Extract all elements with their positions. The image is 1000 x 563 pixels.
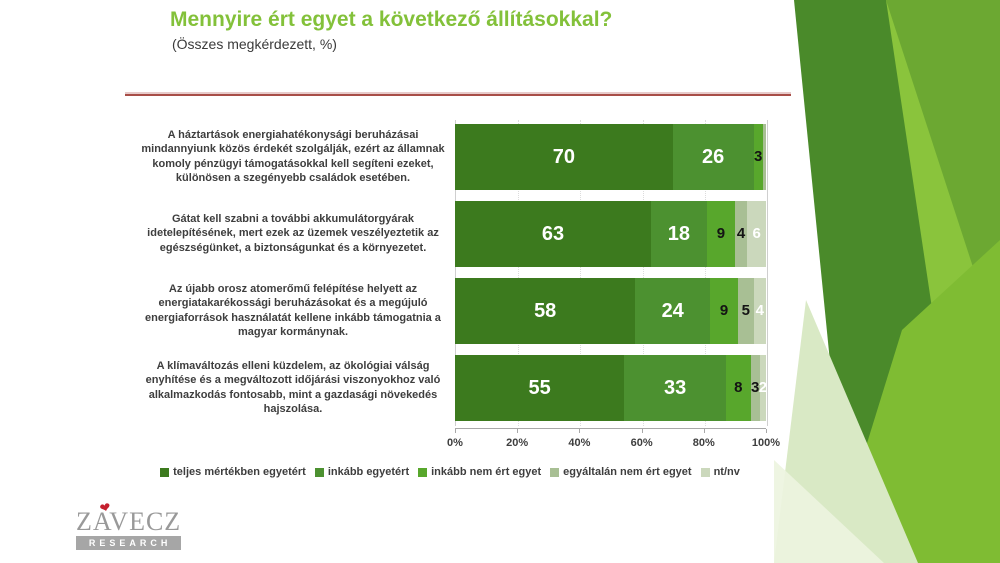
segment-value-label: 2 xyxy=(758,379,768,396)
segment-value-label: 3 xyxy=(754,148,763,165)
x-axis-tick xyxy=(641,429,643,433)
segment-value-label: 33 xyxy=(664,376,687,399)
segment-value-label: 4 xyxy=(755,302,764,319)
segment-value-label: 9 xyxy=(716,225,726,242)
heart-icon: ❤ xyxy=(98,499,114,518)
x-axis-tick-label: 40% xyxy=(568,437,591,449)
gridline xyxy=(642,120,644,426)
logo-text: ZAVECZ xyxy=(76,507,182,536)
bar-segment: 3 xyxy=(753,123,763,190)
legend-item: teljes mértékben egyetért xyxy=(160,466,306,478)
chart-row: Az újabb orosz atomerőmű felépítése hely… xyxy=(135,272,771,349)
bar-segment: 58 xyxy=(455,277,636,344)
legend-label: nt/nv xyxy=(713,466,740,478)
bar-segment: 2 xyxy=(758,354,768,421)
stacked-bar: 70 26 3 xyxy=(455,123,766,190)
legend-item: inkább nem ért egyet xyxy=(418,466,541,478)
chart-title: Mennyire ért egyet a következő állítások… xyxy=(170,8,613,31)
x-axis-tick xyxy=(703,429,705,433)
segment-value-label: 4 xyxy=(736,225,746,242)
x-axis: 0% 20% 40% 60% 80% 100% xyxy=(447,428,780,449)
legend-label: inkább nem ért egyet xyxy=(431,466,542,478)
logo-subtitle: RESEARCH xyxy=(76,536,182,551)
gridline xyxy=(518,120,520,426)
bar-segment: 6 xyxy=(747,200,766,267)
bar-segment: 70 xyxy=(455,123,673,190)
segment-value-label: 70 xyxy=(552,145,575,168)
legend-label: egyáltalán nem ért egyet xyxy=(563,466,692,478)
x-axis-tick xyxy=(517,429,519,433)
legend-label: teljes mértékben egyetért xyxy=(173,466,306,478)
x-axis-tick xyxy=(455,429,456,433)
stacked-bar: 55 33 8 3 2 xyxy=(455,354,768,421)
gridline xyxy=(704,120,706,426)
x-axis-tick-label: 80% xyxy=(692,437,715,449)
bar-segment: 33 xyxy=(624,354,726,421)
segment-value-label: 26 xyxy=(701,145,725,168)
bar-segment: 4 xyxy=(734,200,748,267)
segment-value-label: 3 xyxy=(750,379,760,396)
stacked-bar: 58 24 9 5 4 xyxy=(455,277,766,344)
legend-swatch-icon xyxy=(700,467,710,477)
legend-swatch-icon xyxy=(160,467,170,477)
plot-area xyxy=(455,120,768,426)
bar-segment: 8 xyxy=(725,354,751,421)
chart-row: A háztartások energiahatékonysági beruhá… xyxy=(135,118,771,195)
bar-segment: 63 xyxy=(455,200,651,267)
legend-swatch-icon xyxy=(418,467,428,477)
x-axis-tick xyxy=(579,429,581,433)
chart-legend: teljes mértékben egyetért inkább egyetért… xyxy=(120,466,780,478)
x-axis-tick-label: 100% xyxy=(751,437,781,449)
bar-segment: 9 xyxy=(706,200,735,267)
statement-label: Gátat kell szabni a további akkumulátorg… xyxy=(147,213,439,254)
legend-swatch-icon xyxy=(550,467,560,477)
segment-value-label: 63 xyxy=(541,222,565,245)
legend-item: inkább egyetért xyxy=(314,466,410,478)
chart-subtitle: (Összes megkérdezett, %) xyxy=(172,36,337,52)
divider-line xyxy=(125,92,791,96)
bar-segment: 24 xyxy=(635,277,710,344)
segment-value-label: 9 xyxy=(719,302,729,319)
x-axis-tick-label: 0% xyxy=(447,437,463,449)
statement-label: A klímaváltozás elleni küzdelem, az ökol… xyxy=(145,359,441,415)
segment-value-label: 8 xyxy=(734,379,743,396)
legend-label: inkább egyetért xyxy=(327,466,410,478)
bar-segment: 3 xyxy=(750,354,760,421)
bar-segment xyxy=(762,123,766,190)
x-axis-tick-label: 60% xyxy=(630,437,653,449)
stacked-bar-chart: A háztartások energiahatékonysági beruhá… xyxy=(135,118,780,470)
statement-label: A háztartások energiahatékonysági beruhá… xyxy=(141,128,445,184)
zavecz-research-logo: ZAVECZ ❤ RESEARCH xyxy=(76,500,182,551)
bar-segment: 4 xyxy=(753,277,766,344)
bar-segment: 26 xyxy=(672,123,754,190)
segment-value-label: 6 xyxy=(752,225,761,242)
bar-segment: 9 xyxy=(710,277,738,344)
segment-value-label: 24 xyxy=(661,299,684,322)
segment-value-label: 58 xyxy=(534,299,557,322)
bar-segment: 18 xyxy=(650,200,707,267)
stacked-bar: 63 18 9 4 6 xyxy=(455,200,766,267)
segment-value-label: 55 xyxy=(528,376,551,399)
statement-label: Az újabb orosz atomerőmű felépítése hely… xyxy=(145,282,441,338)
logo-wordmark: ZAVECZ ❤ xyxy=(76,500,182,536)
segment-value-label: 18 xyxy=(667,222,691,245)
x-axis-tick xyxy=(766,429,767,433)
gridline xyxy=(580,120,582,426)
bar-segment: 55 xyxy=(455,354,625,421)
chart-row: A klímaváltozás elleni küzdelem, az ökol… xyxy=(135,349,771,426)
legend-swatch-icon xyxy=(314,467,324,477)
legend-item: nt/nv xyxy=(700,466,740,478)
chart-rows: A háztartások energiahatékonysági beruhá… xyxy=(135,118,771,426)
segment-value-label: 5 xyxy=(741,302,750,319)
chart-row: Gátat kell szabni a további akkumulátorg… xyxy=(135,195,771,272)
bar-segment: 5 xyxy=(737,277,754,344)
x-axis-tick-label: 20% xyxy=(506,437,529,449)
legend-item: egyáltalán nem ért egyet xyxy=(550,466,692,478)
